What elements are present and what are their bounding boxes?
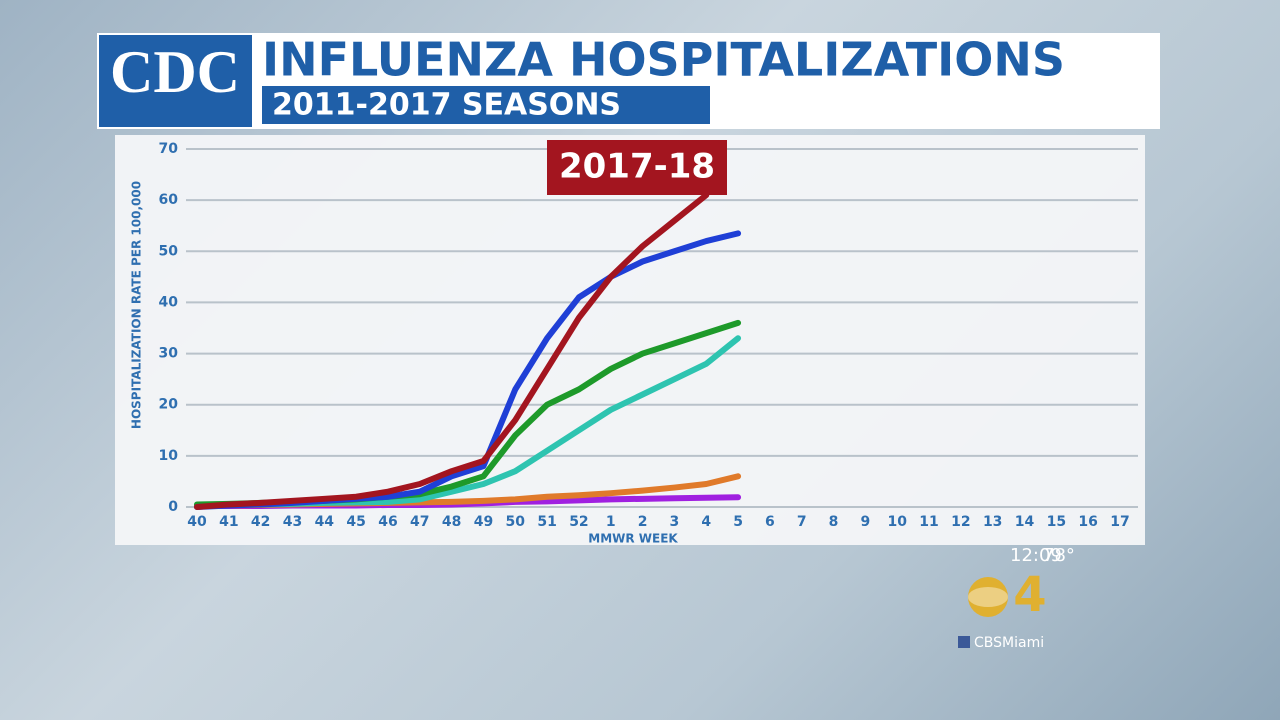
cbs-eye [968,577,1008,617]
cbs-eye-inner [968,587,1008,607]
x-tick-label: 42 [251,514,270,530]
x-tick-label: 15 [1047,514,1066,530]
temperature: 78° [1043,545,1075,566]
x-tick-label: 8 [829,514,839,530]
x-tick-label: 14 [1015,514,1035,530]
x-tick-label: 10 [887,514,907,530]
x-tick-label: 40 [187,514,207,530]
x-tick-label: 3 [670,514,680,530]
season-tag: 2017-18 [559,147,715,187]
y-tick-label: 50 [159,243,179,259]
subtitle: 2011-2017 SEASONS [272,88,621,123]
series-line [194,192,710,510]
y-tick-label: 40 [159,294,179,310]
x-tick-label: 2 [638,514,648,530]
x-tick-label: 43 [283,514,302,530]
x-tick-label: 48 [442,514,461,530]
facebook-icon [958,636,970,648]
y-tick-label: 60 [159,192,179,208]
x-tick-label: 1 [606,514,616,530]
x-tick-label: 4 [701,514,711,530]
logo: CDC [110,39,240,105]
x-tick-label: 50 [506,514,526,530]
y-tick-label: 10 [159,448,179,464]
x-tick-label: 51 [537,514,556,530]
x-tick-label: 6 [765,514,775,530]
x-tick-label: 52 [569,514,588,530]
x-tick-label: 47 [410,514,429,530]
y-axis-label: HOSPITALIZATION RATE PER 100,000 [130,181,144,429]
logo-box [99,35,252,127]
x-tick-label: 12 [951,514,970,530]
handle: CBSMiami [974,635,1044,651]
title: INFLUENZA HOSPITALIZATIONS [262,33,1065,87]
x-axis-label: MMWR WEEK [588,532,678,546]
channel: 4 [1013,567,1046,623]
chart-panel [115,135,1145,545]
x-tick-label: 7 [797,514,807,530]
y-tick-label: 0 [168,499,178,515]
x-tick-label: 13 [983,514,1002,530]
x-tick-label: 46 [378,514,397,530]
x-tick-label: 16 [1078,514,1097,530]
season-tag-box [547,140,727,195]
x-tick-label: 9 [861,514,871,530]
x-tick-label: 11 [919,514,938,530]
subtitle-box [262,86,710,124]
x-tick-label: 44 [315,514,335,530]
x-tick-label: 17 [1110,514,1129,530]
clock: 12:09 [1010,545,1062,566]
y-tick-label: 70 [159,141,179,157]
x-tick-label: 41 [219,514,238,530]
y-tick-label: 30 [159,346,179,362]
x-tick-label: 45 [346,514,365,530]
y-tick-label: 20 [159,397,179,413]
x-tick-label: 5 [733,514,743,530]
x-tick-label: 49 [474,514,493,530]
